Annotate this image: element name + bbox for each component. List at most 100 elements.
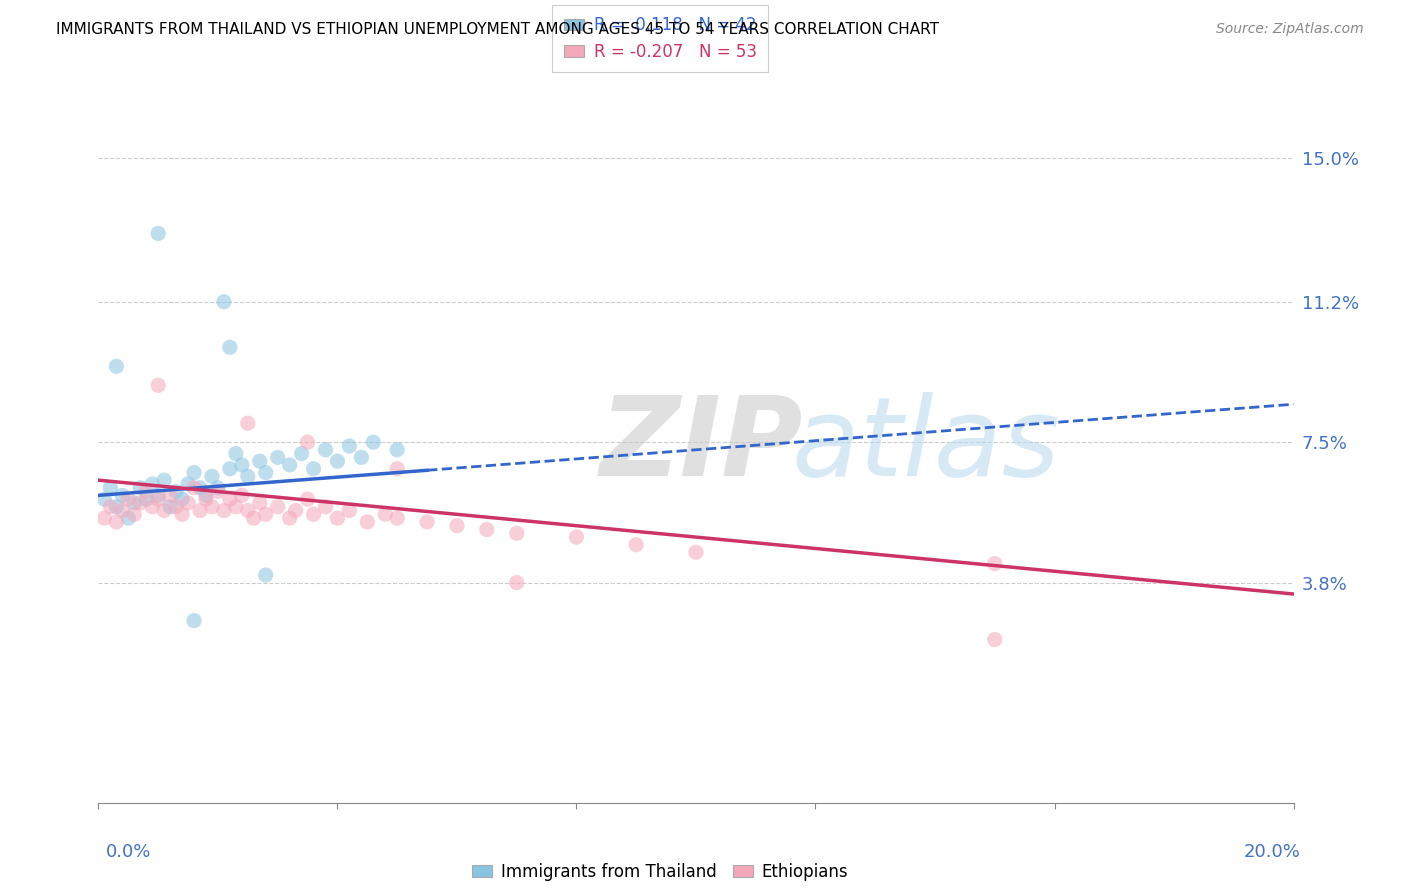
Point — [565, 530, 588, 544]
Point — [172, 508, 194, 522]
Point — [267, 500, 290, 514]
Point — [302, 462, 325, 476]
Point — [212, 503, 235, 517]
Point — [506, 526, 529, 541]
Point — [297, 492, 319, 507]
Point — [984, 557, 1007, 571]
Point — [129, 481, 152, 495]
Point — [195, 492, 218, 507]
Point — [141, 477, 163, 491]
Point — [153, 473, 176, 487]
Point — [141, 500, 163, 514]
Point — [326, 454, 349, 468]
Point — [249, 454, 271, 468]
Point — [135, 484, 157, 499]
Point — [297, 435, 319, 450]
Point — [236, 469, 259, 483]
Point — [124, 508, 146, 522]
Point — [243, 511, 266, 525]
Point — [188, 503, 211, 517]
Point — [315, 442, 337, 457]
Text: 0.0%: 0.0% — [105, 843, 150, 861]
Point — [385, 511, 409, 525]
Legend: Immigrants from Thailand, Ethiopians: Immigrants from Thailand, Ethiopians — [465, 856, 855, 888]
Point — [231, 488, 253, 502]
Point — [207, 481, 229, 495]
Point — [105, 515, 128, 529]
Point — [177, 477, 200, 491]
Point — [356, 515, 378, 529]
Point — [93, 511, 115, 525]
Point — [117, 492, 139, 507]
Point — [416, 515, 439, 529]
Point — [231, 458, 253, 472]
Point — [207, 484, 229, 499]
Point — [350, 450, 373, 465]
Point — [201, 500, 224, 514]
Point — [159, 488, 181, 502]
Point — [165, 484, 187, 499]
Point — [685, 545, 707, 559]
Text: IMMIGRANTS FROM THAILAND VS ETHIOPIAN UNEMPLOYMENT AMONG AGES 45 TO 54 YEARS COR: IMMIGRANTS FROM THAILAND VS ETHIOPIAN UN… — [56, 22, 939, 37]
Text: 20.0%: 20.0% — [1244, 843, 1301, 861]
Point — [111, 503, 134, 517]
Point — [984, 632, 1007, 647]
Point — [446, 518, 468, 533]
Point — [212, 294, 235, 309]
Point — [385, 462, 409, 476]
Point — [195, 488, 218, 502]
Point — [177, 496, 200, 510]
Point — [183, 614, 205, 628]
Point — [254, 508, 277, 522]
Point — [98, 481, 122, 495]
Point — [225, 500, 247, 514]
Point — [148, 227, 170, 241]
Point — [93, 492, 115, 507]
Point — [236, 416, 259, 430]
Point — [626, 538, 648, 552]
Point — [148, 488, 170, 502]
Text: ZIP: ZIP — [600, 392, 804, 500]
Point — [363, 435, 385, 450]
Point — [105, 359, 128, 374]
Point — [339, 503, 361, 517]
Point — [188, 481, 211, 495]
Point — [135, 492, 157, 507]
Point — [183, 466, 205, 480]
Point — [105, 500, 128, 514]
Point — [284, 503, 307, 517]
Point — [159, 500, 181, 514]
Point — [183, 481, 205, 495]
Point — [111, 488, 134, 502]
Point — [302, 508, 325, 522]
Point — [254, 568, 277, 582]
Point — [315, 500, 337, 514]
Point — [506, 575, 529, 590]
Point — [339, 439, 361, 453]
Point — [153, 503, 176, 517]
Point — [124, 496, 146, 510]
Point — [374, 508, 396, 522]
Text: atlas: atlas — [792, 392, 1060, 500]
Point — [98, 500, 122, 514]
Point — [254, 466, 277, 480]
Point — [267, 450, 290, 465]
Point — [117, 511, 139, 525]
Point — [148, 378, 170, 392]
Point — [219, 492, 242, 507]
Point — [129, 496, 152, 510]
Point — [172, 492, 194, 507]
Point — [249, 496, 271, 510]
Point — [201, 469, 224, 483]
Point — [278, 458, 301, 472]
Point — [385, 442, 409, 457]
Point — [326, 511, 349, 525]
Point — [219, 462, 242, 476]
Point — [475, 523, 498, 537]
Text: Source: ZipAtlas.com: Source: ZipAtlas.com — [1216, 22, 1364, 37]
Point — [219, 340, 242, 354]
Point — [225, 447, 247, 461]
Point — [236, 503, 259, 517]
Point — [148, 492, 170, 507]
Point — [278, 511, 301, 525]
